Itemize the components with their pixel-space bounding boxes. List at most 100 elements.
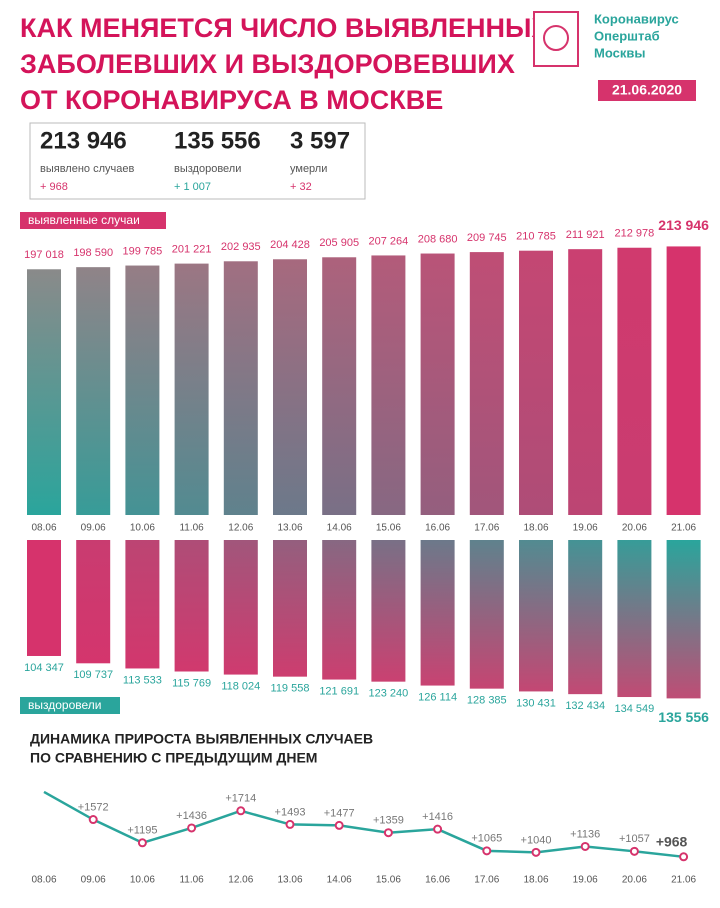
emblem [533,11,579,67]
title-line: ЗАБОЛЕВШИХ И ВЫЗДОРОВЕВШИХ [20,49,515,79]
x-tick-label: 09.06 [81,523,106,534]
bar [125,540,160,669]
x-tick-label: 20.06 [622,875,647,886]
stat-value: 213 946 [40,127,127,154]
value-label: 205 905 [319,237,359,249]
x-tick-label: 17.06 [474,875,499,886]
value-label: +1057 [619,833,650,845]
marker [383,828,393,838]
marker [236,806,246,816]
bar [666,540,701,699]
bar [27,269,61,515]
x-tick-label: 17.06 [474,523,499,534]
value-label: 199 785 [123,245,163,257]
bar [125,265,160,515]
value-label: +1436 [176,810,207,822]
x-tick-label: 21.06 [671,875,696,886]
x-tick-label: 10.06 [130,875,155,886]
value-label: 128 385 [467,695,507,707]
bar [174,540,209,672]
bar [469,540,504,689]
logo-text: Оперштаб [594,28,660,43]
value-label: 201 221 [172,244,212,256]
x-tick-label: 19.06 [573,875,598,886]
value-label: 212 978 [615,228,655,240]
marker [433,824,443,834]
stat-label: умерли [290,163,327,175]
bar [469,252,504,516]
x-tick-label: 09.06 [81,875,106,886]
stat-label: выявлено случаев [40,163,134,175]
tag [20,212,166,229]
x-tick-label: 08.06 [31,875,56,886]
marker [629,846,639,856]
value-label: +1040 [521,834,552,846]
bar [568,249,603,515]
value-label: 208 680 [418,233,458,245]
summary-box [29,122,366,200]
value-label: 121 691 [319,685,359,697]
marker [137,838,147,848]
marker [187,823,197,833]
value-label: 210 785 [516,231,556,243]
date: 21.06.2020 [612,82,682,98]
value-label: 209 745 [467,232,507,244]
stat-delta: + 1 007 [174,181,211,193]
bar [174,263,209,515]
value-label: +1572 [78,801,109,813]
logo-text: Коронавирус [594,11,679,26]
marker [531,847,541,857]
bar [76,267,111,515]
value-label: +1416 [422,811,453,823]
bar [666,246,701,515]
x-tick-label: 13.06 [277,875,302,886]
value-label: +1065 [471,833,502,845]
tag [20,697,120,714]
bar [223,261,258,515]
stat-delta: + 968 [40,181,68,193]
value-label: +1714 [225,793,256,805]
value-label: 135 556 [658,709,709,725]
bar [273,259,307,515]
value-label: 109 737 [73,669,113,681]
x-tick-label: 15.06 [376,523,401,534]
stat-label: выздоровели [174,163,241,175]
marker [482,846,492,856]
chart-label: выздоровели [28,698,101,712]
bar [519,250,553,515]
bar [273,540,307,677]
value-label: 204 428 [270,239,310,251]
value-label: 119 558 [271,683,310,695]
value-label: 198 590 [73,247,113,259]
stat-delta: + 32 [290,181,312,193]
x-tick-label: 16.06 [425,875,450,886]
x-tick-label: 18.06 [523,875,548,886]
bar [617,540,652,698]
bar [322,540,357,680]
emblem-figure [543,25,569,51]
value-label: +1359 [373,815,404,827]
bar [371,255,406,515]
value-label: +1477 [324,807,355,819]
value-label: +1195 [127,825,157,837]
date-badge [598,80,696,101]
value-label: 113 533 [123,674,162,686]
value-label: 197 018 [24,249,64,261]
stat-value: 3 597 [290,127,350,154]
value-label: +1136 [570,828,600,840]
title-line: КАК МЕНЯЕТСЯ ЧИСЛО ВЫЯВЛЕННЫХ [20,13,549,43]
value-label: 211 921 [566,229,605,241]
marker [88,815,98,825]
x-tick-label: 20.06 [622,523,647,534]
x-tick-label: 12.06 [228,875,253,886]
x-tick-label: 13.06 [277,523,302,534]
value-label: 126 114 [418,691,457,703]
logo-text: Москвы [594,45,645,60]
x-tick-label: 11.06 [179,875,204,886]
bar [223,540,258,675]
marker [679,852,689,862]
bar [371,540,406,682]
bar [27,540,61,656]
